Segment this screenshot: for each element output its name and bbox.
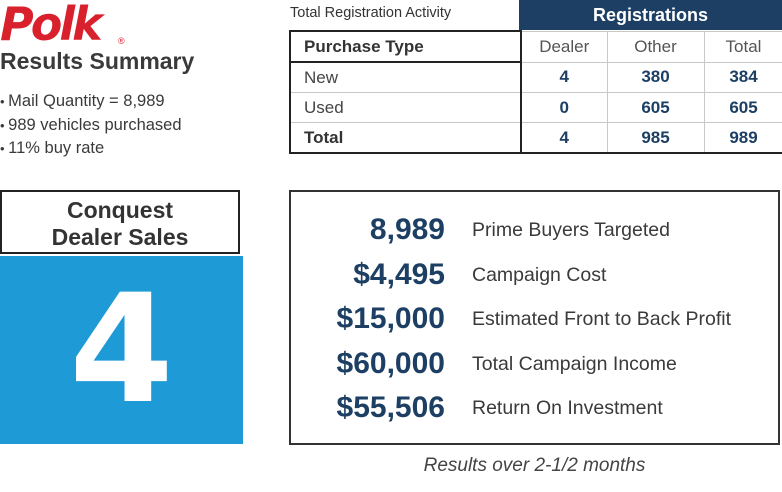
registration-caption: Total Registration Activity [290, 5, 452, 21]
cell-other: 605 [606, 92, 705, 123]
column-header-other: Other [606, 30, 705, 63]
metric-campaign-cost: $4,495 Campaign Cost [291, 253, 778, 297]
metric-label: Estimated Front to Back Profit [472, 308, 732, 330]
bullet-vehicles-purchased: 989 vehicles purchased [0, 114, 181, 138]
metric-value: 8,989 [369, 213, 445, 246]
metric-campaign-income: $60,000 Total Campaign Income [291, 342, 778, 386]
table-row: Used 0 605 605 [289, 92, 782, 123]
registration-table: Purchase Type Dealer Other Total New 4 3… [289, 30, 782, 154]
conquest-title-line1: Conquest [66, 197, 174, 223]
row-label: New [289, 61, 522, 93]
conquest-title-line2: Dealer Sales [51, 224, 189, 250]
table-total-row: Total 4 985 989 [289, 122, 782, 154]
metric-front-to-back-profit: $15,000 Estimated Front to Back Profit [291, 297, 778, 341]
row-label: Used [289, 92, 522, 123]
row-label: Total [289, 122, 522, 154]
cell-total: 384 [703, 61, 782, 93]
metric-label: Return On Investment [472, 397, 663, 419]
bullet-mail-quantity: Mail Quantity = 8,989 [0, 90, 182, 114]
metric-label: Prime Buyers Targeted [472, 219, 670, 241]
registrations-header: Registrations [519, 0, 782, 30]
conquest-dealer-sales-title: Conquest Dealer Sales [0, 190, 240, 254]
metric-return-on-investment: $55,506 Return On Investment [291, 386, 778, 430]
metric-label: Total Campaign Income [472, 353, 677, 375]
metric-label: Campaign Cost [472, 264, 607, 286]
summary-bullets: Mail Quantity = 8,989 989 vehicles purch… [0, 90, 182, 161]
cell-total: 605 [703, 92, 782, 123]
metric-value: $15,000 [336, 302, 445, 335]
cell-dealer: 4 [520, 122, 608, 154]
results-summary-title: Results Summary [0, 48, 195, 74]
column-header-purchase-type: Purchase Type [289, 30, 522, 63]
table-row: New 4 380 384 [289, 61, 782, 93]
cell-other: 380 [606, 61, 705, 93]
logo-wordmark: Polk [0, 0, 103, 51]
conquest-sales-value: 4 [0, 256, 243, 444]
metric-value: $4,495 [353, 258, 445, 291]
table-header-row: Purchase Type Dealer Other Total [289, 30, 782, 63]
metric-value: $60,000 [336, 347, 445, 380]
registered-mark: ® [118, 36, 125, 46]
metric-value: $55,506 [336, 391, 445, 424]
polk-logo: Polk ® [0, 0, 130, 51]
column-header-dealer: Dealer [520, 30, 608, 63]
cell-other: 985 [606, 122, 705, 154]
cell-total: 989 [703, 122, 782, 154]
column-header-total: Total [703, 30, 782, 63]
results-footnote: Results over 2-1/2 months [423, 455, 646, 476]
metric-prime-buyers: 8,989 Prime Buyers Targeted [291, 208, 778, 252]
cell-dealer: 4 [520, 61, 608, 93]
metrics-panel: 8,989 Prime Buyers Targeted $4,495 Campa… [289, 190, 780, 445]
bullet-buy-rate: 11% buy rate [0, 137, 182, 161]
cell-dealer: 0 [520, 92, 608, 123]
